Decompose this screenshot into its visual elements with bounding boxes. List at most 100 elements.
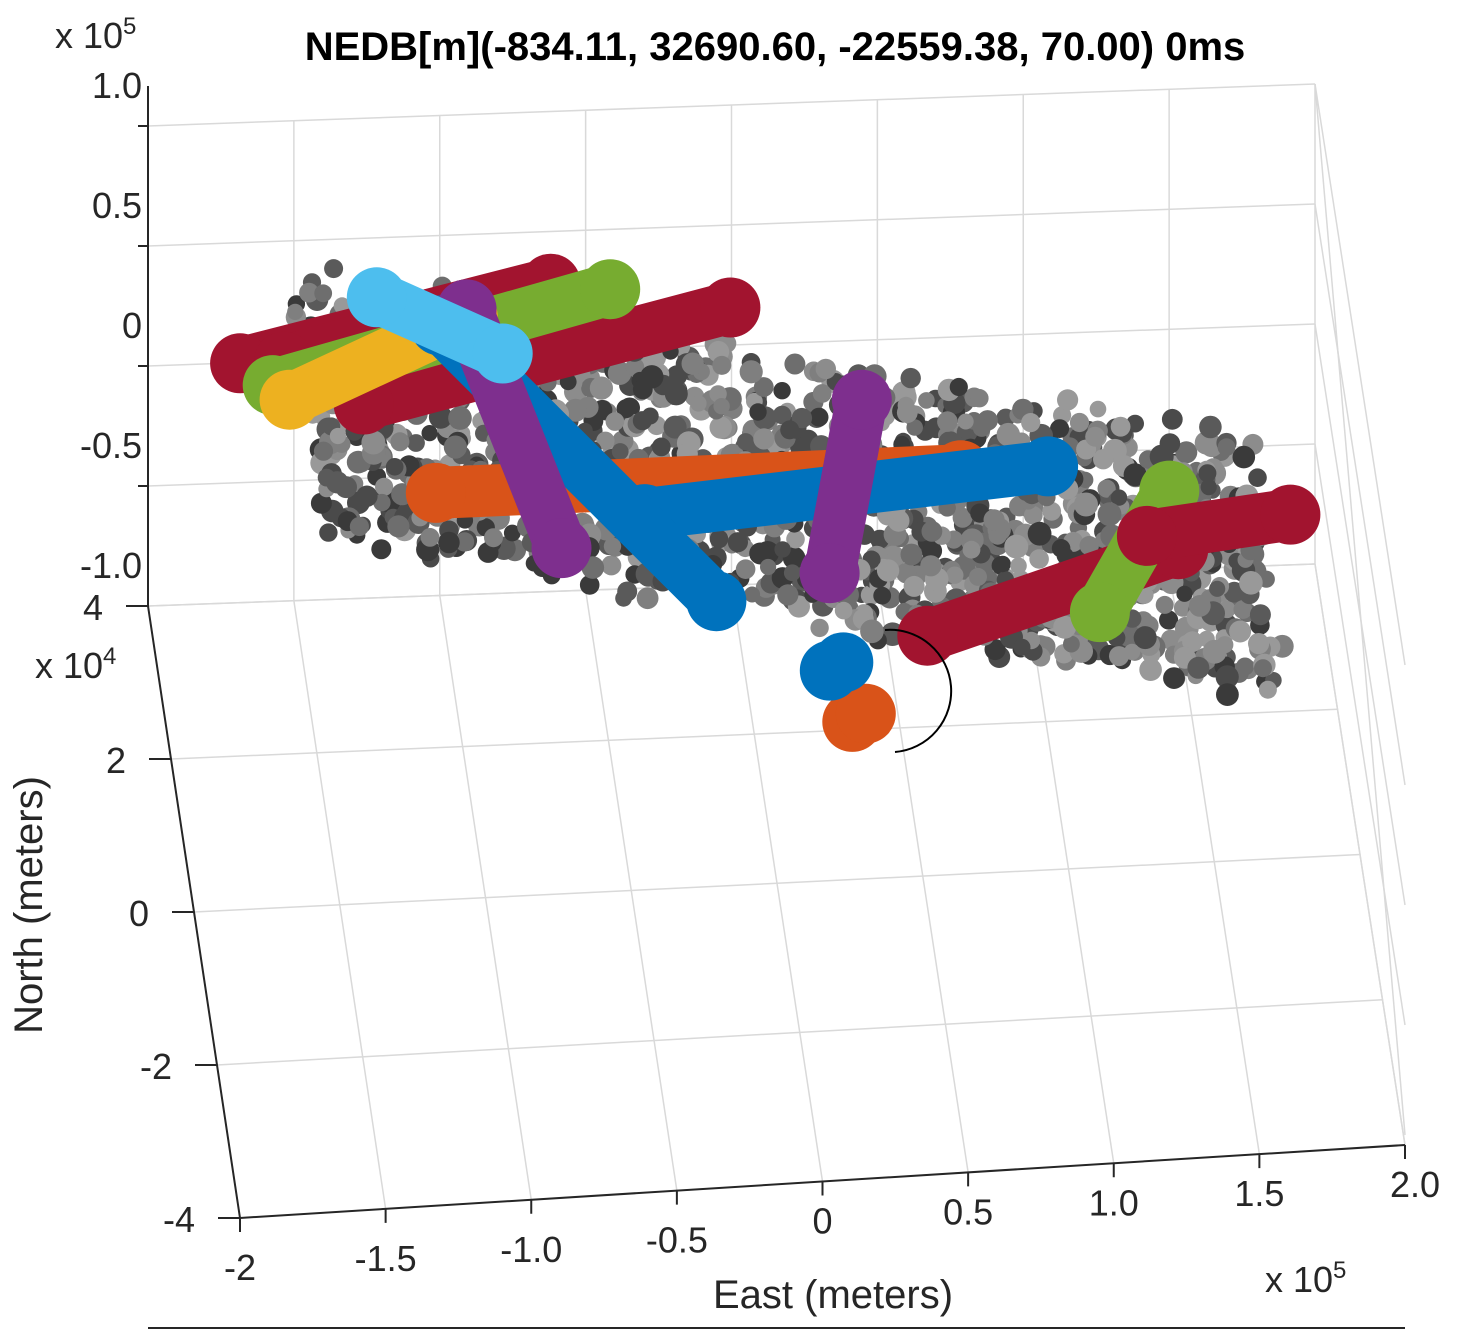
sensor-fov-arc <box>884 628 953 753</box>
cloud-point <box>1042 501 1062 521</box>
cloud-point <box>1215 665 1239 689</box>
x-tick-label: 0 <box>812 1201 832 1242</box>
cloud-point <box>1216 636 1234 654</box>
trajectory-start-point <box>346 267 407 328</box>
cloud-point <box>1027 521 1052 546</box>
cloud-point <box>1175 441 1198 464</box>
cloud-point <box>1198 464 1217 483</box>
cloud-point <box>873 586 892 605</box>
trajectory-end-point <box>799 543 860 604</box>
z-tick-label: 0.5 <box>92 185 142 226</box>
trajectory-end-point <box>1260 484 1321 545</box>
cloud-point <box>390 432 410 452</box>
cloud-point <box>1004 534 1029 559</box>
cloud-point <box>1187 656 1210 679</box>
x-tick-label: 1.5 <box>1234 1173 1284 1214</box>
cloud-point <box>784 353 806 375</box>
y-tick-label: -2 <box>140 1046 172 1087</box>
trajectory-end-point <box>472 323 533 384</box>
trajectory-start-point <box>259 369 320 430</box>
cloud-point <box>1021 413 1041 433</box>
cloud-point <box>407 434 425 452</box>
cloud-point <box>1229 620 1252 643</box>
trajectory-end-point <box>1069 582 1130 643</box>
z-tick-label: 1.0 <box>92 65 142 106</box>
cloud-point <box>1023 506 1043 525</box>
x-tick-label: 0.5 <box>943 1191 993 1232</box>
cloud-point <box>1239 571 1263 595</box>
cloud-point <box>313 441 334 461</box>
cloud-point <box>812 384 832 403</box>
cloud-point <box>735 559 756 579</box>
cloud-point <box>1160 629 1181 650</box>
cloud-point <box>774 541 791 558</box>
x-tick-label: -2 <box>224 1247 256 1288</box>
cloud-point <box>1057 389 1079 411</box>
cloud-point <box>663 415 687 439</box>
cloud-point <box>1053 615 1077 639</box>
cloud-point <box>420 528 440 547</box>
side-grid-line <box>1314 563 1406 1146</box>
cloud-point <box>349 516 369 537</box>
cloud-point <box>690 395 707 412</box>
cloud-point <box>1123 643 1141 661</box>
cloud-point <box>314 284 333 303</box>
cloud-point <box>503 524 521 542</box>
cloud-point <box>1069 412 1090 433</box>
cloud-point <box>651 437 671 457</box>
cloud-point <box>753 428 775 450</box>
trajectory-series-line <box>337 281 757 431</box>
cloud-point <box>1010 557 1027 575</box>
cloud-point <box>970 389 989 408</box>
cloud-point <box>739 360 763 384</box>
cloud-point <box>937 411 958 432</box>
cloud-point <box>484 528 503 548</box>
cloud-point <box>1110 416 1131 437</box>
cloud-point <box>749 403 767 421</box>
cloud-point <box>903 575 925 597</box>
cloud-point <box>324 259 344 279</box>
cloud-point <box>962 540 981 559</box>
trajectory-end-point <box>580 259 641 320</box>
cloud-point <box>1155 595 1174 614</box>
cloud-point <box>727 532 749 553</box>
x-tick-label: -0.5 <box>646 1220 708 1261</box>
cloud-point <box>636 587 659 610</box>
cloud-point <box>319 523 338 542</box>
cloud-point <box>1063 635 1080 653</box>
cloud-point <box>329 427 346 445</box>
cloud-point <box>1089 400 1107 418</box>
cloud-point <box>438 531 460 554</box>
cloud-point <box>421 425 438 442</box>
trajectory-end-point <box>1018 436 1079 497</box>
z-exponent-label: x 105 <box>55 13 136 56</box>
x-exponent-label: x 105 <box>1265 1257 1346 1300</box>
cloud-point <box>1097 479 1116 498</box>
cloud-point <box>356 485 378 507</box>
floor-grid-line <box>193 853 1361 913</box>
z-tick-label: -1.0 <box>80 545 142 586</box>
cloud-point <box>1248 468 1267 488</box>
trajectory-start-point <box>831 369 892 430</box>
cloud-point <box>1248 633 1270 655</box>
y-tick-label: 2 <box>106 740 126 781</box>
cloud-point <box>632 411 653 431</box>
cloud-point <box>876 559 900 582</box>
cloud-point <box>579 575 600 595</box>
cloud-point <box>713 398 730 415</box>
chart-title: NEDB[m](-834.11, 32690.60, -22559.38, 70… <box>305 25 1246 69</box>
cloud-point <box>1161 408 1183 430</box>
cloud-point <box>1209 580 1226 597</box>
cloud-point <box>753 377 774 397</box>
cloud-point <box>900 543 923 566</box>
cloud-point <box>1126 414 1144 433</box>
cloud-point <box>760 558 777 576</box>
cloud-point <box>957 413 974 430</box>
floor-grid-line <box>216 999 1383 1066</box>
cloud-point <box>371 539 392 560</box>
cloud-point <box>287 303 304 320</box>
cloud-point <box>1074 492 1098 517</box>
y-tick-label: -4 <box>163 1199 195 1240</box>
cloud-point <box>786 529 805 549</box>
